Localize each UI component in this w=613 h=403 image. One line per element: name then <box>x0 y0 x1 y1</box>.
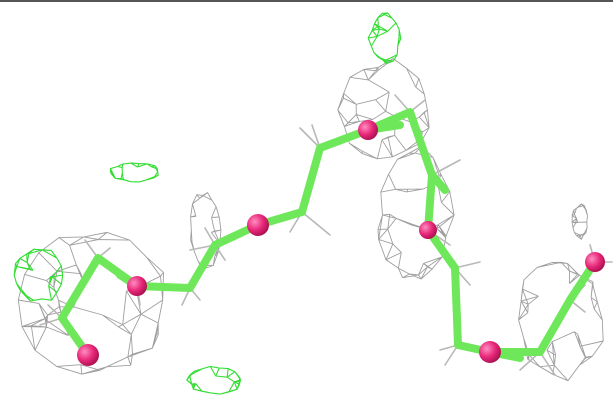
oxygen-atom <box>585 252 605 272</box>
hydrogen-stick <box>299 127 321 149</box>
backbone-bonds <box>58 108 599 362</box>
hydrogen-stick <box>431 159 461 176</box>
density-mesh-green <box>13 12 402 395</box>
mesh-blob-left <box>17 231 164 375</box>
green-mesh-upper <box>109 162 159 183</box>
hydrogen-stick <box>301 211 331 236</box>
mesh-blob-right <box>518 261 604 382</box>
hydrogen-bonds <box>39 94 613 376</box>
oxygen-atom <box>247 214 269 236</box>
top-border <box>0 0 613 2</box>
oxygen-atom <box>419 221 437 239</box>
oxygen-atom <box>358 120 378 140</box>
oxygen-atom <box>127 276 147 296</box>
green-mesh-left <box>13 248 64 302</box>
oxygen-atom <box>77 344 99 366</box>
hydrogen-stick <box>539 351 556 376</box>
hydrogen-stick <box>454 261 481 269</box>
bond-stub <box>428 171 449 194</box>
hydrogen-stick <box>311 124 321 149</box>
mesh-blob-middle <box>377 145 455 280</box>
mesh-blob-tip <box>571 203 588 240</box>
green-mesh-bottom <box>185 365 242 395</box>
oxygen-atom <box>479 341 501 363</box>
oxygen-atoms <box>77 120 605 366</box>
green-mesh-top <box>367 12 402 64</box>
